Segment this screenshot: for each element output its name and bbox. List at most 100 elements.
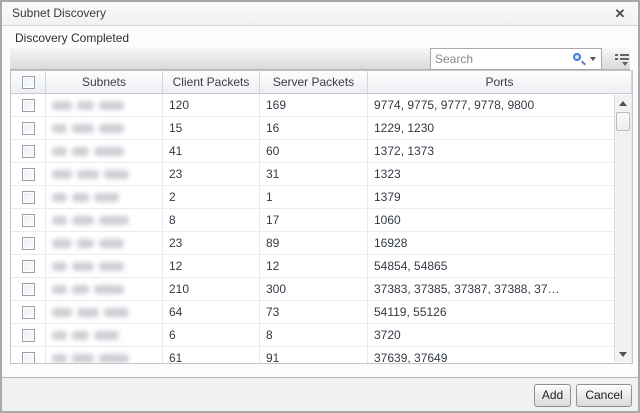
subnet-redacted-blur (52, 117, 162, 139)
client-packets-cell: 64 (163, 301, 260, 323)
row-checkbox[interactable] (21, 144, 35, 158)
add-button[interactable]: Add (534, 384, 571, 407)
row-checkbox-cell (11, 232, 46, 254)
ports-cell: 37383, 37385, 37387, 37388, 37… (368, 278, 632, 300)
server-packets-cell: 12 (260, 255, 368, 277)
table-row: 15 16 1229, 1230 (11, 117, 632, 140)
column-header-server-packets[interactable]: Server Packets (260, 71, 368, 93)
subnet-cell (46, 186, 163, 208)
subnet-cell (46, 117, 163, 139)
subnet-cell (46, 278, 163, 300)
subnet-grid: Subnets Client Packets Server Packets Po… (10, 70, 633, 364)
server-packets-cell: 300 (260, 278, 368, 300)
server-packets-cell: 16 (260, 117, 368, 139)
column-header-subnets[interactable]: Subnets (46, 71, 163, 93)
table-row: 120 169 9774, 9775, 9777, 9778, 9800 (11, 94, 632, 117)
row-checkbox[interactable] (21, 259, 35, 273)
server-packets-cell: 60 (260, 140, 368, 162)
row-checkbox[interactable] (21, 328, 35, 342)
column-chooser-caret (622, 62, 628, 66)
row-checkbox-cell (11, 140, 46, 162)
down-arrow-icon (619, 351, 627, 357)
row-checkbox[interactable] (21, 190, 35, 204)
ports-cell: 9774, 9775, 9777, 9778, 9800 (368, 94, 632, 116)
window-title: Subnet Discovery (12, 6, 107, 20)
column-header-client-packets[interactable]: Client Packets (163, 71, 260, 93)
column-header-ports[interactable]: Ports (368, 71, 632, 93)
subnet-redacted-blur (52, 232, 162, 254)
row-checkbox-cell (11, 209, 46, 231)
client-packets-cell: 41 (163, 140, 260, 162)
row-checkbox-cell (11, 186, 46, 208)
row-checkbox-cell (11, 347, 46, 363)
select-all-checkbox[interactable] (21, 75, 35, 89)
dialog-footer: Add Cancel (2, 377, 638, 411)
row-checkbox-cell (11, 324, 46, 346)
search-input[interactable] (431, 52, 572, 66)
server-packets-cell: 89 (260, 232, 368, 254)
server-packets-cell: 31 (260, 163, 368, 185)
column-chooser-line (615, 54, 629, 56)
client-packets-cell: 120 (163, 94, 260, 116)
row-checkbox[interactable] (21, 167, 35, 181)
client-packets-cell: 6 (163, 324, 260, 346)
table-row: 61 91 37639, 37649 (11, 347, 632, 363)
search-icon[interactable] (572, 52, 586, 66)
scrollbar-thumb[interactable] (616, 112, 630, 131)
subnet-redacted-blur (52, 301, 162, 323)
table-row: 6 8 3720 (11, 324, 632, 347)
client-packets-cell: 61 (163, 347, 260, 363)
search-options-caret-icon[interactable] (590, 57, 596, 61)
subnet-redacted-blur (52, 209, 162, 231)
ports-cell: 1379 (368, 186, 632, 208)
table-row: 2 1 1379 (11, 186, 632, 209)
client-packets-cell: 8 (163, 209, 260, 231)
subnet-cell (46, 209, 163, 231)
client-packets-cell: 15 (163, 117, 260, 139)
scroll-down-button[interactable] (615, 346, 631, 362)
table-row: 41 60 1372, 1373 (11, 140, 632, 163)
subnet-redacted-blur (52, 278, 162, 300)
status-text: Discovery Completed (15, 31, 130, 45)
subnet-redacted-blur (52, 163, 162, 185)
title-bar: Subnet Discovery ✕ (2, 2, 638, 26)
table-row: 23 89 16928 (11, 232, 632, 255)
ports-cell: 1060 (368, 209, 632, 231)
table-row: 23 31 1323 (11, 163, 632, 186)
column-chooser-icon[interactable] (614, 54, 630, 67)
row-checkbox[interactable] (21, 213, 35, 227)
close-icon[interactable]: ✕ (614, 6, 626, 21)
column-chooser-line (615, 58, 629, 60)
subnet-cell (46, 140, 163, 162)
server-packets-cell: 73 (260, 301, 368, 323)
subnet-redacted-blur (52, 186, 162, 208)
cancel-button[interactable]: Cancel (576, 384, 632, 407)
client-packets-cell: 2 (163, 186, 260, 208)
subnet-cell (46, 347, 163, 363)
subnet-cell (46, 324, 163, 346)
ports-cell: 1323 (368, 163, 632, 185)
row-checkbox[interactable] (21, 121, 35, 135)
ports-cell: 54119, 55126 (368, 301, 632, 323)
ports-cell: 16928 (368, 232, 632, 254)
server-packets-cell: 1 (260, 186, 368, 208)
grid-body: 120 169 9774, 9775, 9777, 9778, 9800 15 16 12… (11, 94, 632, 363)
ports-cell: 1372, 1373 (368, 140, 632, 162)
row-checkbox[interactable] (21, 282, 35, 296)
search-handle (581, 60, 586, 66)
server-packets-cell: 17 (260, 209, 368, 231)
search-box[interactable] (430, 48, 602, 70)
client-packets-cell: 23 (163, 232, 260, 254)
row-checkbox[interactable] (21, 236, 35, 250)
row-checkbox[interactable] (21, 98, 35, 112)
row-checkbox[interactable] (21, 305, 35, 319)
subnet-redacted-blur (52, 94, 162, 116)
vertical-scrollbar[interactable] (614, 95, 631, 362)
table-row: 12 12 54854, 54865 (11, 255, 632, 278)
row-checkbox-cell (11, 163, 46, 185)
subnet-redacted-blur (52, 347, 162, 363)
row-checkbox[interactable] (21, 351, 35, 363)
scroll-up-button[interactable] (615, 95, 631, 111)
row-checkbox-cell (11, 94, 46, 116)
